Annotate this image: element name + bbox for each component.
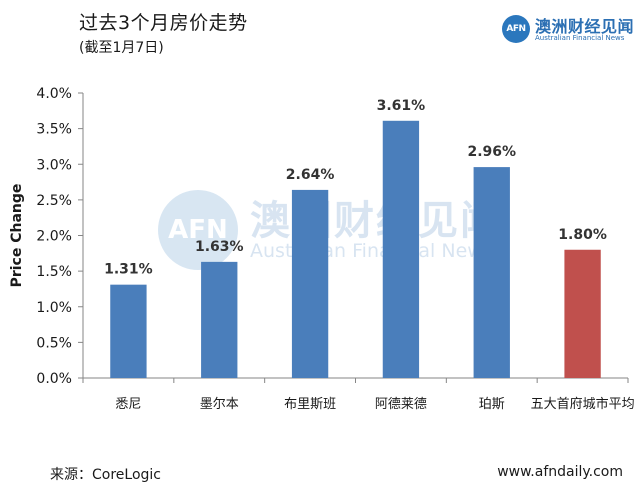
afn-logo: AFN 澳洲财经见闻 Australian Financial News <box>502 13 634 49</box>
data-label: 2.96% <box>467 144 516 160</box>
page-subtitle: (截至1月7日) <box>79 40 164 56</box>
x-tick-label: 悉尼 <box>115 397 141 412</box>
bar <box>382 120 420 378</box>
y-tick-label: 1.5% <box>36 264 72 280</box>
x-tick-label: 阿德莱德 <box>375 397 427 412</box>
logo-chinese-text: 澳洲财经见闻 <box>535 17 635 36</box>
data-label: 1.63% <box>195 239 244 255</box>
bar <box>473 167 510 378</box>
data-label: 3.61% <box>377 98 426 114</box>
x-tick-label: 珀斯 <box>479 397 505 412</box>
x-tick-label: 墨尔本 <box>200 397 239 412</box>
y-tick-label: 1.0% <box>36 300 72 316</box>
website-url: www.afndaily.com <box>497 464 623 480</box>
y-tick-label: 4.0% <box>36 86 72 102</box>
afn-logo-icon: AFN <box>502 15 530 43</box>
bar <box>110 284 147 378</box>
source-note: 来源：CoreLogic <box>50 467 161 483</box>
bar <box>201 261 238 378</box>
y-axis-title: Price Change <box>9 184 25 288</box>
y-tick-label: 0.0% <box>36 371 72 387</box>
page-title: 过去3个月房价走势 <box>79 12 248 34</box>
logo-english-text: Australian Financial News <box>535 34 625 42</box>
x-tick-label: 布里斯班 <box>284 397 336 412</box>
data-label: 1.80% <box>558 227 607 243</box>
data-label: 1.31% <box>104 262 153 278</box>
y-tick-label: 3.0% <box>36 157 72 173</box>
y-tick-label: 3.5% <box>36 122 72 138</box>
y-tick-label: 2.0% <box>36 229 72 245</box>
y-tick-label: 2.5% <box>36 193 72 209</box>
y-tick-label: 0.5% <box>36 335 72 351</box>
bar <box>291 189 329 378</box>
data-label: 2.64% <box>286 167 335 183</box>
x-tick-label: 五大首府城市平均 <box>531 396 635 412</box>
bar <box>564 249 601 378</box>
